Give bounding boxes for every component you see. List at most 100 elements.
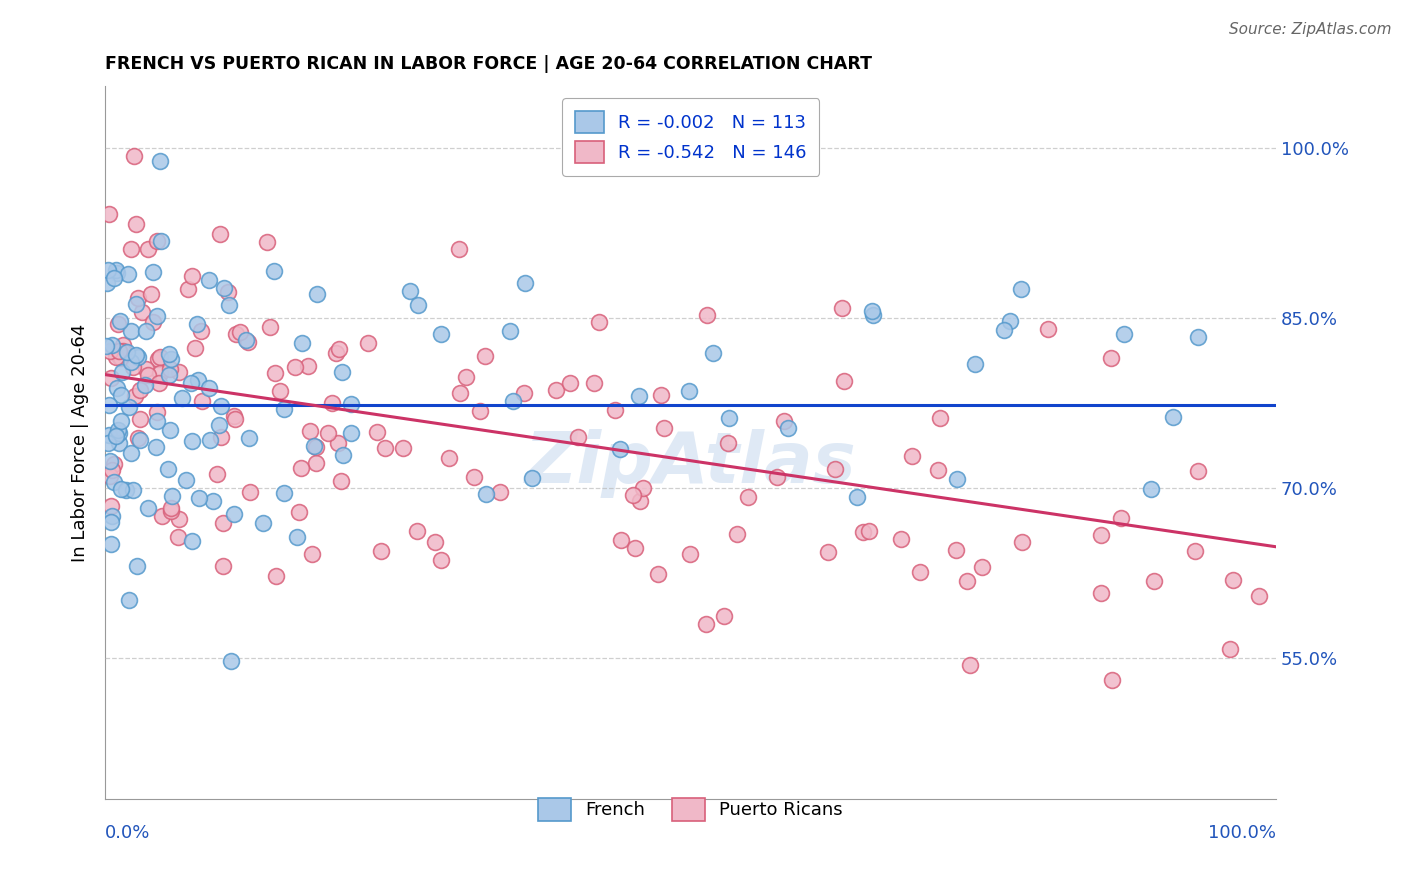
Point [291, 335, 314, 350]
Point [1010, 282, 1032, 296]
Point [187, 491, 209, 505]
Point [157, 461, 180, 475]
Point [145, 440, 167, 454]
Point [1184, 543, 1206, 558]
Point [263, 264, 285, 278]
Point [1036, 322, 1059, 336]
Point [202, 493, 225, 508]
Point [965, 357, 987, 371]
Point [264, 367, 287, 381]
Point [513, 386, 536, 401]
Point [118, 593, 141, 607]
Point [135, 324, 157, 338]
Text: 100.0%: 100.0% [1208, 824, 1277, 842]
Point [120, 324, 142, 338]
Point [678, 384, 700, 399]
Point [98, 344, 121, 359]
Point [131, 305, 153, 319]
Point [184, 341, 207, 355]
Point [817, 545, 839, 559]
Legend: French, Puerto Ricans: French, Puerto Ricans [529, 789, 852, 830]
Point [266, 569, 288, 583]
Point [149, 351, 172, 365]
Point [146, 310, 169, 324]
Point [186, 317, 208, 331]
Point [1111, 511, 1133, 525]
Point [834, 374, 856, 388]
Point [305, 440, 328, 454]
Point [1187, 465, 1209, 479]
Point [273, 486, 295, 500]
Point [1101, 673, 1123, 687]
Point [474, 349, 496, 363]
Point [121, 483, 143, 498]
Point [219, 654, 242, 668]
Point [97, 206, 120, 220]
Point [128, 412, 150, 426]
Point [104, 429, 127, 443]
Point [110, 482, 132, 496]
Point [252, 516, 274, 530]
Point [180, 269, 202, 284]
Point [235, 334, 257, 348]
Point [406, 524, 429, 539]
Point [725, 527, 748, 541]
Point [328, 343, 350, 357]
Point [329, 475, 352, 489]
Point [98, 428, 121, 442]
Point [224, 507, 246, 521]
Point [208, 417, 231, 432]
Point [862, 308, 884, 322]
Point [302, 439, 325, 453]
Point [224, 412, 246, 426]
Point [325, 345, 347, 359]
Point [259, 319, 281, 334]
Point [256, 235, 278, 250]
Point [423, 535, 446, 549]
Point [103, 458, 125, 472]
Point [110, 414, 132, 428]
Point [146, 351, 169, 366]
Text: Source: ZipAtlas.com: Source: ZipAtlas.com [1229, 22, 1392, 37]
Point [273, 401, 295, 416]
Point [198, 434, 221, 448]
Text: 0.0%: 0.0% [105, 824, 150, 842]
Point [702, 346, 724, 360]
Point [174, 473, 197, 487]
Point [187, 374, 209, 388]
Point [127, 350, 149, 364]
Point [959, 657, 981, 672]
Point [159, 423, 181, 437]
Point [104, 263, 127, 277]
Point [118, 400, 141, 414]
Point [737, 490, 759, 504]
Point [125, 347, 148, 361]
Point [217, 285, 239, 300]
Point [117, 344, 139, 359]
Point [946, 473, 969, 487]
Point [717, 436, 740, 450]
Point [125, 297, 148, 311]
Point [1161, 410, 1184, 425]
Point [269, 384, 291, 398]
Point [301, 547, 323, 561]
Point [97, 435, 120, 450]
Point [169, 365, 191, 379]
Text: FRENCH VS PUERTO RICAN IN LABOR FORCE | AGE 20-64 CORRELATION CHART: FRENCH VS PUERTO RICAN IN LABOR FORCE | … [105, 55, 872, 73]
Point [449, 386, 471, 401]
Point [734, 135, 756, 149]
Point [108, 314, 131, 328]
Point [112, 338, 135, 352]
Point [398, 284, 420, 298]
Point [149, 234, 172, 248]
Point [107, 343, 129, 358]
Point [1187, 330, 1209, 344]
Point [1099, 351, 1122, 365]
Point [135, 362, 157, 376]
Point [339, 397, 361, 411]
Point [284, 360, 307, 375]
Point [498, 324, 520, 338]
Point [773, 414, 796, 428]
Point [125, 217, 148, 231]
Point [105, 266, 128, 280]
